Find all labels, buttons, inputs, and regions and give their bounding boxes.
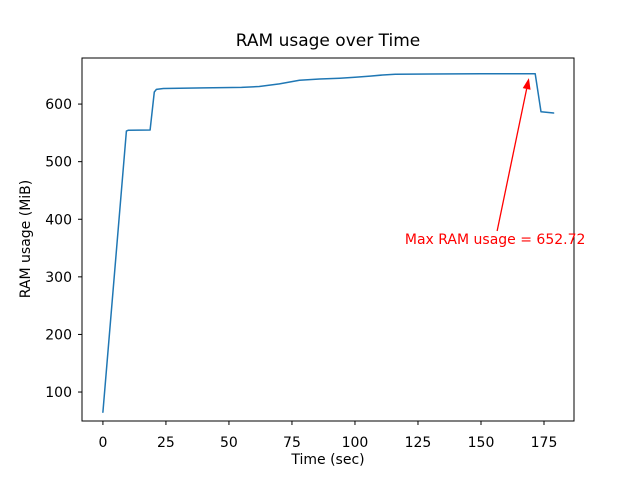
annotation-arrow-shaft	[496, 88, 528, 232]
x-tick-label: 25	[157, 435, 175, 451]
y-tick-label: 200	[45, 327, 72, 343]
y-tick-label: 500	[45, 155, 72, 171]
y-tick-label: 100	[45, 385, 72, 401]
annotation-arrow-head	[522, 78, 531, 90]
x-tick-label: 50	[220, 435, 238, 451]
axes-spines	[81, 57, 575, 422]
x-tick-label: 125	[405, 435, 432, 451]
x-tick-label: 75	[283, 435, 301, 451]
y-axis-label: RAM usage (MiB)	[18, 179, 34, 299]
chart-title: RAM usage over Time	[235, 31, 421, 51]
x-axis-label: Time (sec)	[291, 452, 365, 468]
y-tick-label: 400	[45, 212, 72, 228]
ram-usage-line	[102, 72, 555, 413]
x-tick-label: 100	[342, 435, 369, 451]
y-tick-label: 300	[45, 270, 72, 286]
max-ram-annotation-text: Max RAM usage = 652.72	[404, 231, 586, 248]
x-tick-label: 0	[98, 435, 107, 451]
x-tick-label: 150	[468, 435, 495, 451]
x-tick-label: 175	[531, 435, 558, 451]
y-tick-label: 600	[45, 97, 72, 113]
